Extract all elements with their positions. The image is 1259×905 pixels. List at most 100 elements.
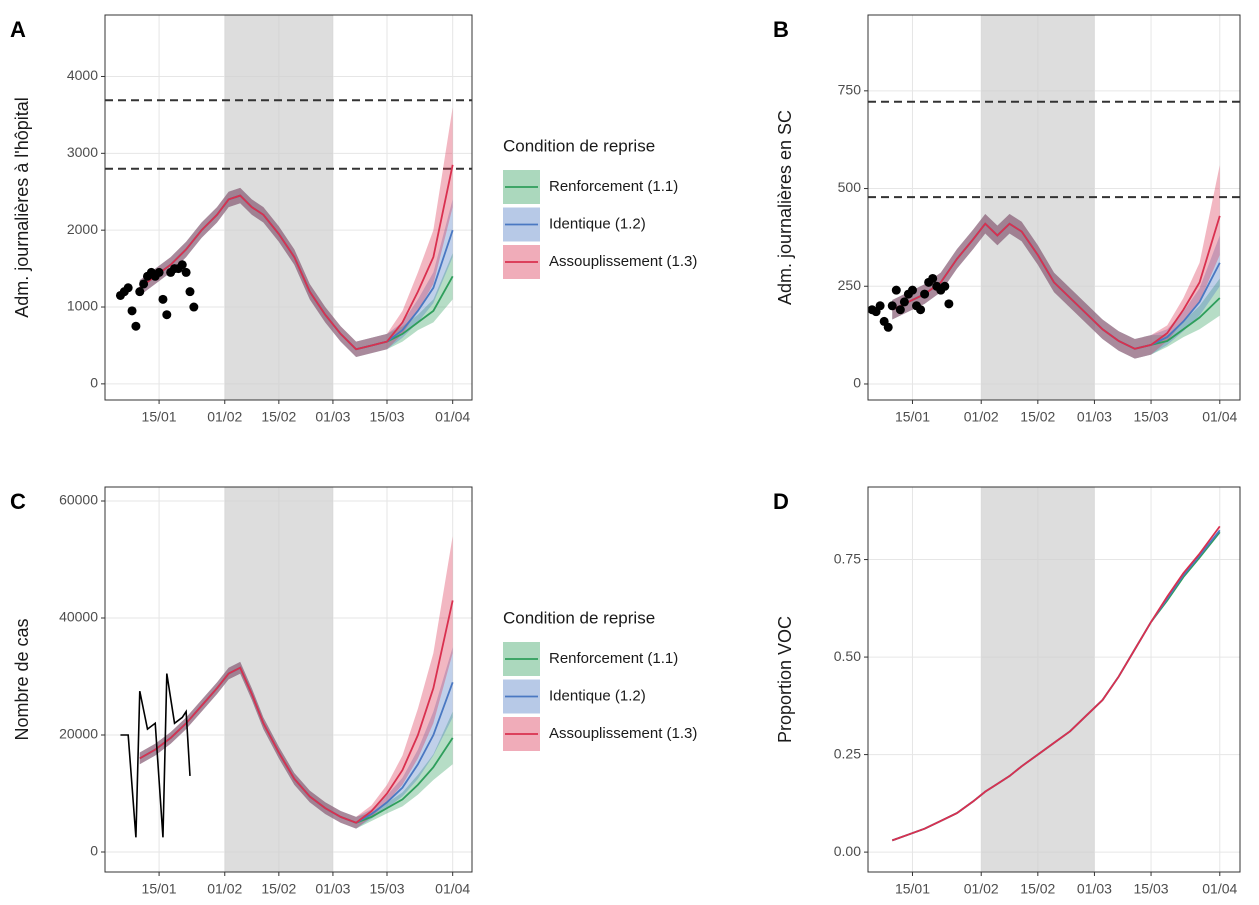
x-tick-label: 15/02	[1020, 409, 1055, 425]
shaded-period	[981, 15, 1095, 400]
observed-point	[177, 260, 187, 270]
shaded-period	[981, 487, 1095, 872]
y-tick-label: 0.00	[834, 843, 861, 859]
legend-label: Renforcement (1.1)	[549, 178, 678, 195]
y-tick-label: 4000	[67, 67, 98, 83]
x-tick-label: 01/02	[964, 881, 999, 897]
x-tick-label: 01/03	[315, 881, 350, 897]
shaded-period	[224, 15, 333, 400]
y-tick-label: 0	[90, 843, 98, 859]
observed-point	[181, 267, 191, 277]
x-tick-label: 15/03	[1134, 409, 1169, 425]
observed-point	[875, 301, 885, 311]
y-tick-label: 500	[838, 179, 862, 195]
panel: 0 1000 2000 3000 4000 15/01 01/02 15/02 01/03 15/…	[10, 14, 697, 425]
observed-point	[131, 321, 141, 331]
x-tick-label: 01/02	[964, 409, 999, 425]
confidence-band	[892, 165, 1220, 359]
x-tick-label: 15/01	[142, 881, 177, 897]
x-tick-label: 15/03	[1134, 881, 1169, 897]
x-tick-label: 01/03	[315, 409, 350, 425]
confidence-band	[139, 647, 453, 829]
x-tick-label: 15/03	[369, 881, 404, 897]
legend-label: Assouplissement (1.3)	[549, 725, 697, 742]
x-tick-label: 01/02	[207, 881, 242, 897]
x-tick-label: 01/02	[207, 409, 242, 425]
y-axis-label: Proportion VOC	[775, 616, 795, 743]
panel-label: A	[10, 17, 26, 42]
observed-point	[123, 283, 133, 293]
confidence-band	[892, 213, 1220, 359]
series-line	[891, 215, 1221, 350]
observed-point	[916, 305, 926, 315]
observed-point	[928, 273, 938, 283]
observed-point	[899, 297, 909, 307]
y-tick-label: 1000	[67, 298, 98, 314]
panel: 0 250 500 750 15/01 01/02 15/02 01/03 15/03 01/04…	[773, 14, 1241, 425]
y-tick-label: 20000	[59, 726, 98, 742]
observed-point	[158, 294, 168, 304]
panel: 0 20000 40000 60000 15/01 01/02 15/02 01/03 15/0…	[10, 486, 697, 897]
plot-border	[867, 14, 1241, 401]
observed-point	[189, 302, 199, 312]
legend-title: Condition de reprise	[503, 608, 655, 627]
series-line	[139, 164, 454, 351]
plot-border	[867, 486, 1241, 873]
x-tick-label: 01/03	[1077, 881, 1112, 897]
observed-point	[185, 287, 195, 297]
x-tick-label: 01/04	[1202, 881, 1237, 897]
plot-border	[104, 486, 473, 873]
observed-point	[135, 287, 145, 297]
x-tick-label: 01/03	[1077, 409, 1112, 425]
legend-label: Renforcement (1.1)	[549, 650, 678, 667]
observed-point	[940, 281, 950, 291]
observed-point	[895, 305, 905, 315]
legend-label: Identique (1.2)	[549, 215, 646, 232]
x-tick-label: 15/02	[261, 409, 296, 425]
confidence-band	[892, 213, 1220, 359]
observed-point	[944, 299, 954, 309]
observed-point	[920, 289, 930, 299]
x-tick-label: 01/04	[1202, 409, 1237, 425]
observed-point	[907, 285, 917, 295]
y-tick-label: 0.50	[834, 648, 861, 664]
plot-border	[104, 14, 473, 401]
y-tick-label: 250	[838, 277, 862, 293]
x-tick-label: 15/01	[895, 409, 930, 425]
y-axis-label: Adm. journalières en SC	[775, 110, 795, 305]
y-tick-label: 0.75	[834, 550, 861, 566]
observed-point	[887, 301, 897, 311]
legend-title: Condition de reprise	[503, 136, 655, 155]
x-tick-label: 15/01	[895, 881, 930, 897]
x-tick-label: 01/04	[435, 409, 470, 425]
y-tick-label: 2000	[67, 221, 98, 237]
panel-label: D	[773, 489, 789, 514]
y-tick-label: 750	[838, 82, 862, 98]
panel-label: B	[773, 17, 789, 42]
series-line	[891, 525, 1221, 842]
y-tick-label: 40000	[59, 609, 98, 625]
legend-label: Assouplissement (1.3)	[549, 253, 697, 270]
series-line	[139, 600, 454, 824]
y-tick-label: 0	[90, 375, 98, 391]
x-tick-label: 01/04	[435, 881, 470, 897]
y-axis-label: Adm. journalières à l'hôpital	[12, 97, 32, 318]
y-tick-label: 3000	[67, 144, 98, 160]
legend-label: Identique (1.2)	[549, 687, 646, 704]
observed-point	[162, 310, 172, 320]
shaded-period	[224, 487, 333, 872]
observed-point	[127, 306, 137, 316]
observed-point	[883, 322, 893, 332]
confidence-band	[139, 107, 453, 357]
x-tick-label: 15/03	[369, 409, 404, 425]
x-tick-label: 15/01	[142, 409, 177, 425]
observed-point	[891, 285, 901, 295]
x-tick-label: 15/02	[1020, 881, 1055, 897]
y-tick-label: 0	[853, 375, 861, 391]
observed-point	[139, 279, 149, 289]
panel: 0.00 0.25 0.50 0.75 15/01 01/02 15/02 01/03 15/0…	[773, 486, 1241, 897]
x-tick-label: 15/02	[261, 881, 296, 897]
y-tick-label: 60000	[59, 492, 98, 508]
y-axis-label: Nombre de cas	[12, 618, 32, 740]
